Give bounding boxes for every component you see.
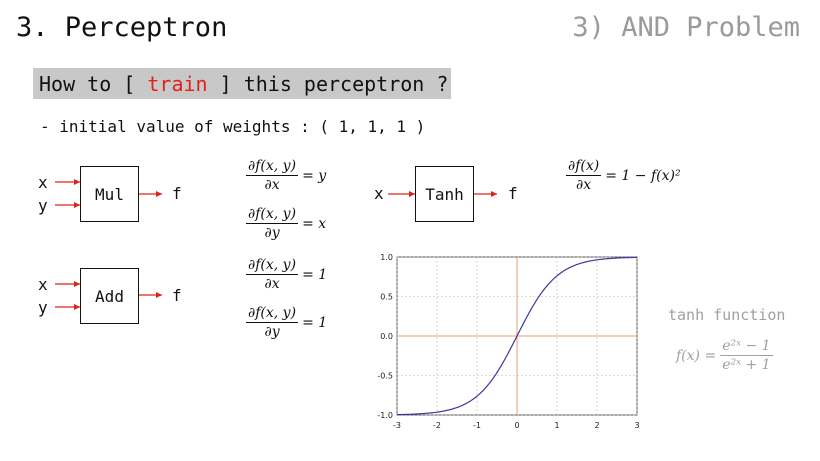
y-tick-label: -1.0 <box>377 411 393 420</box>
derivative-numerator: ∂f(x, y) <box>246 305 299 323</box>
mul-gate-box: Mul <box>80 166 139 222</box>
x-tick-label: 0 <box>514 421 519 430</box>
tanh-function-formula: f(x) = e²ˣ − 1 e²ˣ + 1 <box>676 338 777 373</box>
x-tick-label: 3 <box>634 421 639 430</box>
question-suffix: ] this perceptron ? <box>207 72 449 96</box>
derivative-result: = 1 − f(x)² <box>605 167 681 184</box>
tanh-formula-denominator: e²ˣ + 1 <box>722 357 771 373</box>
section-title: 3) AND Problem <box>572 12 800 43</box>
question-prefix: How to [ <box>39 72 148 96</box>
chart-tick-labels: -3 -2 -1 0 1 2 3 1.0 0.5 0.0 -0.5 -1.0 <box>377 253 639 430</box>
y-tick-label: 0.5 <box>380 293 393 302</box>
x-tick-label: 1 <box>554 421 559 430</box>
x-tick-label: -2 <box>433 421 441 430</box>
derivative-denominator: ∂y <box>264 324 280 340</box>
add-gate-box: Add <box>80 268 139 324</box>
tanh-chart: -3 -2 -1 0 1 2 3 1.0 0.5 0.0 -0.5 -1.0 <box>377 253 639 430</box>
derivative-numerator: ∂f(x, y) <box>246 257 299 275</box>
x-tick-label: -1 <box>473 421 481 430</box>
tanh-input-x-label: x <box>374 184 384 203</box>
mul-gate-label: Mul <box>95 184 124 204</box>
tanh-function-label: tanh function <box>668 306 786 324</box>
x-tick-label: -3 <box>393 421 401 430</box>
question-highlight: train <box>147 72 208 96</box>
question-text: How to [ train ] this perceptron ? <box>39 72 448 96</box>
y-tick-label: 1.0 <box>380 253 393 262</box>
add-input-y-label: y <box>38 298 48 317</box>
derivative-mul-x: ∂f(x, y) ∂x = y <box>246 158 326 193</box>
tanh-gate-box: Tanh <box>415 166 474 222</box>
tanh-output-label: f <box>508 184 518 203</box>
add-input-x-label: x <box>38 275 48 294</box>
mul-input-x-label: x <box>38 173 48 192</box>
derivative-add-x: ∂f(x, y) ∂x = 1 <box>246 257 327 292</box>
tanh-formula-numerator: e²ˣ − 1 <box>720 338 773 356</box>
tanh-gate-label: Tanh <box>425 184 464 204</box>
derivative-numerator: ∂f(x, y) <box>246 206 299 224</box>
mul-input-y-label: y <box>38 196 48 215</box>
mul-output-label: f <box>172 184 182 203</box>
derivative-result: = 1 <box>302 266 328 283</box>
y-tick-label: 0.0 <box>380 332 393 341</box>
derivative-denominator: ∂x <box>576 177 592 193</box>
derivative-denominator: ∂x <box>264 177 280 193</box>
initial-weights-note: - initial value of weights : ( 1, 1, 1 ) <box>40 117 426 136</box>
y-tick-label: -0.5 <box>377 372 393 381</box>
tanh-formula-lhs: f(x) = <box>676 347 717 364</box>
derivative-result: = x <box>302 215 327 232</box>
derivative-result: = 1 <box>302 314 328 331</box>
derivative-mul-y: ∂f(x, y) ∂y = x <box>246 206 326 241</box>
page-title: 3. Perceptron <box>16 12 228 43</box>
derivative-numerator: ∂f(x) <box>566 158 602 176</box>
derivative-denominator: ∂x <box>264 276 280 292</box>
derivative-add-y: ∂f(x, y) ∂y = 1 <box>246 305 327 340</box>
question-banner <box>33 68 451 99</box>
add-output-label: f <box>172 286 182 305</box>
derivative-tanh: ∂f(x) ∂x = 1 − f(x)² <box>566 158 681 193</box>
tanh-curve <box>396 256 638 416</box>
derivative-denominator: ∂y <box>264 225 280 241</box>
x-tick-label: 2 <box>594 421 599 430</box>
derivative-numerator: ∂f(x, y) <box>246 158 299 176</box>
add-gate-label: Add <box>95 286 124 306</box>
derivative-result: = y <box>302 167 327 184</box>
